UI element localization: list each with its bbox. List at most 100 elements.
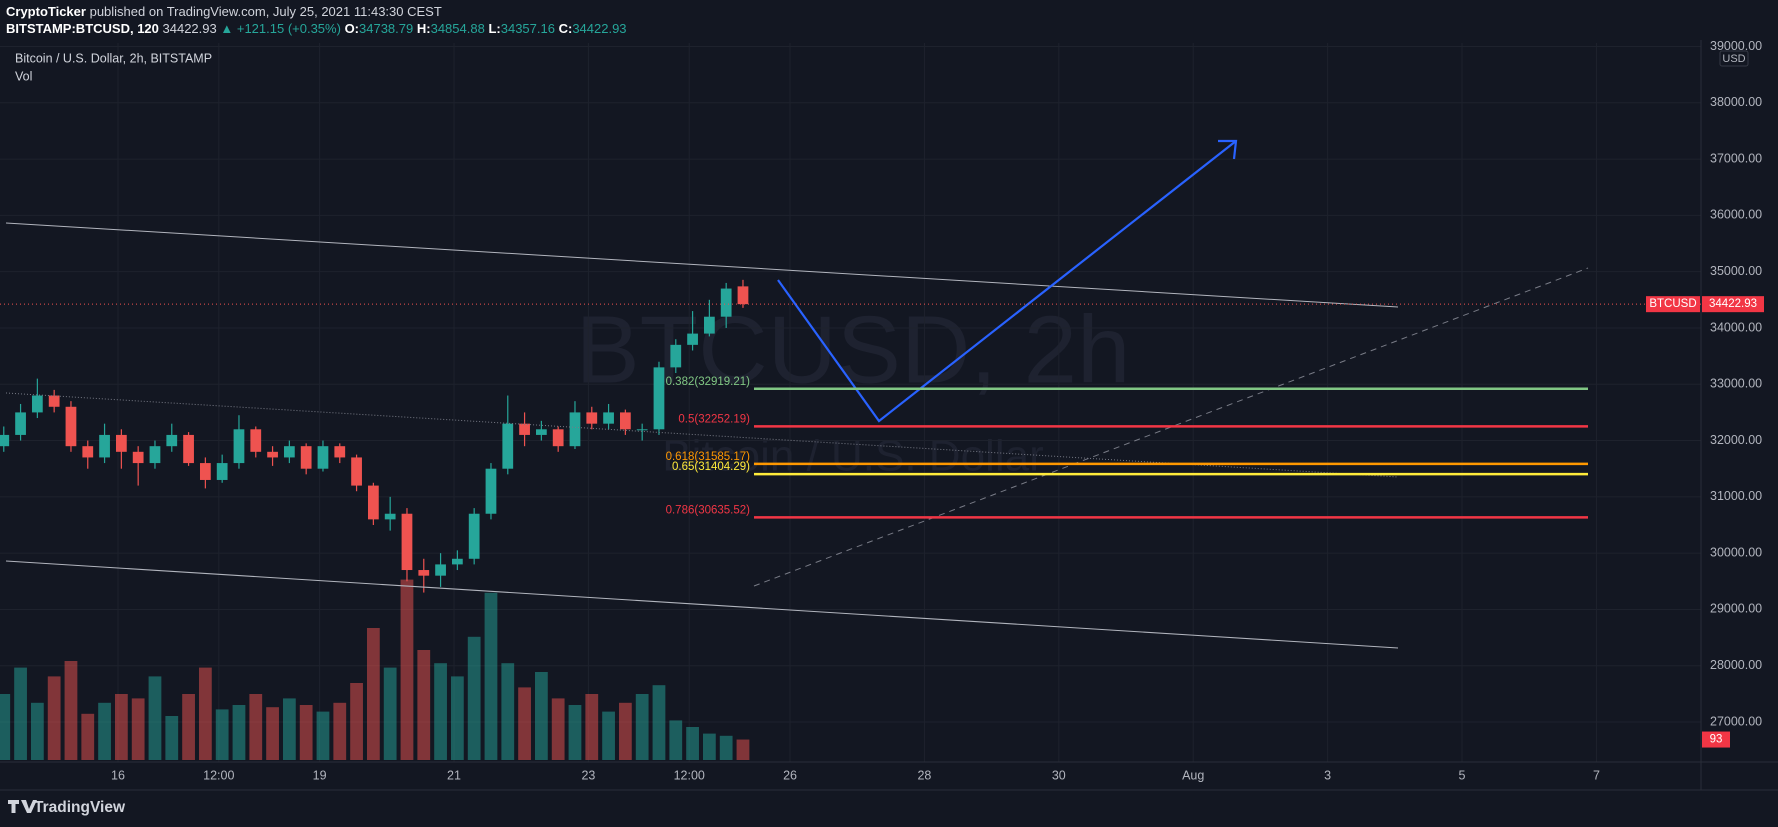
x-tick-label: 23 <box>581 768 595 782</box>
x-tick-label: 16 <box>111 768 125 782</box>
candle-body <box>82 446 94 458</box>
publish-line: CryptoTicker published on TradingView.co… <box>6 3 627 20</box>
channel-top <box>5 222 1399 308</box>
last: 34422.93 <box>162 21 217 36</box>
x-tick-label: 7 <box>1593 768 1600 782</box>
candle-body <box>384 513 396 520</box>
candle-body <box>31 395 43 413</box>
brand: TradingView <box>34 799 126 816</box>
candle-body <box>317 446 329 469</box>
candle-body <box>502 423 514 469</box>
x-tick-label: 3 <box>1324 768 1331 782</box>
volume-pane <box>0 579 750 760</box>
fib-label: 0.618(31585.17) <box>666 451 751 463</box>
volume-bar <box>165 716 179 760</box>
candle-body <box>435 564 446 576</box>
volume-bar <box>14 667 27 760</box>
volume-bar <box>282 698 296 760</box>
candle-body <box>216 463 228 480</box>
ohlc-label: L: <box>488 21 501 36</box>
volume-bar <box>652 685 666 760</box>
volume-bar <box>434 663 447 760</box>
candle-body <box>418 570 430 576</box>
volume-bar <box>266 707 279 760</box>
candle-body <box>653 367 665 430</box>
arrow-head <box>1218 139 1238 160</box>
axes: 27000.00 28000.00 29000.00 30000.00 31000.00… <box>0 39 1764 782</box>
candle-body <box>132 451 144 464</box>
logo-icon <box>8 800 37 813</box>
volume-bar <box>484 592 498 760</box>
ohlc-label: C: <box>558 21 573 36</box>
candle-body <box>519 423 530 435</box>
candle-body <box>166 434 178 447</box>
volume-bar <box>0 694 11 760</box>
x-tick-label: 19 <box>313 768 327 782</box>
ohlc-value: 34357.16 <box>500 21 555 36</box>
volume-bar <box>534 672 548 760</box>
fib-retracement: 0.382(32919.21) 0.5(32252.19) 0.618(31585.… <box>666 376 1588 519</box>
volume-bar <box>719 735 733 760</box>
candle-body <box>720 288 732 317</box>
price-value-box <box>1702 296 1764 313</box>
x-tick-label: 30 <box>1052 768 1066 782</box>
volume-bar <box>148 676 162 760</box>
candle-body <box>233 429 245 464</box>
candles <box>0 279 749 593</box>
drawings <box>5 139 1589 649</box>
candle-body <box>687 333 698 345</box>
ohlc-value: 34422.93 <box>572 21 627 36</box>
candle-body <box>351 457 362 486</box>
y-tick-label: 32000.00 <box>1710 433 1762 447</box>
volume-bar <box>417 650 431 760</box>
price-value: 34422.93 <box>1709 298 1757 310</box>
volume-bar <box>182 694 195 760</box>
volume-bar <box>316 711 330 760</box>
volume-bar <box>47 676 61 760</box>
candle-body <box>569 412 581 447</box>
y-tick-label: 37000.00 <box>1710 151 1762 165</box>
logo[interactable]: TradingView <box>8 799 126 816</box>
candle-body <box>0 434 10 447</box>
candle-body <box>334 446 346 458</box>
candle-body <box>367 485 379 520</box>
volume-bar <box>299 705 313 760</box>
y-tick-label: 39000.00 <box>1710 39 1762 53</box>
volume-bar <box>551 698 565 760</box>
candle-body <box>552 429 564 447</box>
header: CryptoTicker published on TradingView.co… <box>6 3 627 37</box>
y-tick-label: 27000.00 <box>1710 714 1762 728</box>
candle-body <box>485 468 497 514</box>
volume-bar <box>669 720 683 760</box>
volume-bar <box>98 702 111 760</box>
volume-bar <box>568 705 582 760</box>
y-tick-label: 29000.00 <box>1710 602 1762 616</box>
volume-bar <box>383 667 397 760</box>
price-name: BTCUSD <box>1649 298 1696 310</box>
candle-body <box>65 406 77 447</box>
candle-body <box>737 286 749 305</box>
candle-body <box>401 513 413 571</box>
y-tick-label: 33000.00 <box>1710 377 1762 391</box>
candle-body <box>267 451 278 458</box>
ohlc-label: H: <box>416 21 431 36</box>
volume-bar <box>518 687 531 760</box>
trend-dashed <box>753 267 1589 587</box>
candle-body <box>586 412 598 424</box>
volume-bar <box>350 683 363 760</box>
candle-body <box>535 429 547 435</box>
volume-bar <box>333 702 347 760</box>
candle-body <box>704 316 715 334</box>
volume-bar <box>81 713 95 760</box>
candle-body <box>300 446 312 469</box>
x-tick-label: 5 <box>1459 768 1466 782</box>
volume-bar <box>736 739 750 760</box>
volume-bar <box>366 628 380 760</box>
volume-bar <box>686 727 699 760</box>
candle-body <box>250 429 262 452</box>
y-tick-label: 30000.00 <box>1710 545 1762 559</box>
volume-bar <box>467 636 481 760</box>
candle-body <box>468 513 480 559</box>
